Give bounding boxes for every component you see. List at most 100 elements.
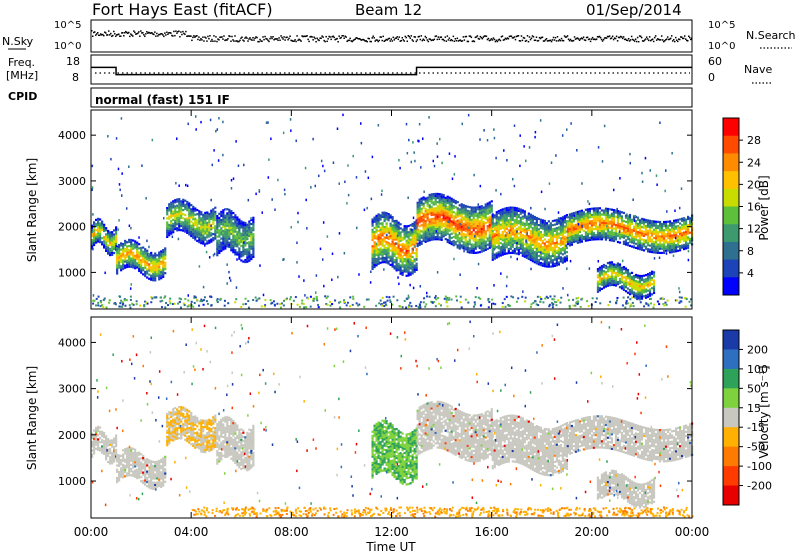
noise-point	[358, 37, 360, 40]
power-cell	[188, 231, 191, 234]
power-cell	[543, 246, 546, 249]
power-cell	[111, 251, 114, 254]
power-cell	[371, 251, 374, 254]
power-cell	[252, 253, 255, 256]
power-cell	[178, 228, 181, 232]
power-cell	[371, 234, 374, 238]
power-cell	[240, 232, 243, 235]
power-cell	[513, 231, 516, 234]
power-cell	[256, 298, 259, 301]
power-cell	[387, 260, 390, 263]
power-cell	[172, 224, 175, 228]
power-cell	[411, 243, 414, 246]
power-cell	[584, 208, 588, 211]
noise-point	[534, 39, 537, 42]
power-cell	[466, 211, 469, 214]
power-cell	[535, 245, 538, 248]
power-cell	[120, 242, 123, 245]
power-cell	[452, 200, 455, 204]
power-cell	[244, 244, 247, 247]
power-cell	[634, 224, 638, 227]
power-cell	[519, 235, 522, 238]
noise-point	[414, 36, 417, 38]
power-cell	[377, 240, 380, 243]
power-cell	[644, 282, 648, 285]
power-cell	[178, 222, 181, 225]
power-cell	[539, 222, 542, 225]
power-cell	[501, 222, 504, 225]
power-cell	[563, 243, 566, 247]
noise-point	[313, 36, 315, 38]
power-cell	[122, 249, 125, 252]
noise-point	[226, 39, 228, 41]
power-cell	[222, 223, 225, 226]
noise-point	[583, 39, 586, 41]
power-cell	[413, 260, 416, 263]
power-cell	[478, 230, 481, 233]
power-cell	[136, 247, 139, 250]
power-cell	[188, 220, 191, 224]
power-cell	[480, 221, 483, 224]
power-cell	[578, 222, 582, 225]
power-cell	[116, 262, 119, 265]
power-cell	[444, 221, 447, 224]
power-cell	[230, 210, 233, 213]
power-cell	[626, 225, 630, 228]
power-cell	[658, 243, 662, 246]
power-cell	[144, 258, 147, 261]
power-cell	[612, 237, 616, 241]
power-cell	[588, 210, 592, 213]
power-cell	[420, 236, 423, 239]
power-cell	[391, 228, 394, 231]
power-cell	[132, 264, 135, 267]
power-cell	[373, 261, 376, 265]
power-cell	[543, 250, 546, 253]
power-cell	[529, 234, 532, 237]
power-cell	[636, 226, 640, 230]
power-cell	[446, 197, 449, 200]
power-cell	[484, 209, 487, 212]
power-cell	[509, 208, 512, 211]
power-cell	[377, 235, 380, 239]
power-cell	[103, 246, 106, 249]
power-cell	[632, 237, 636, 241]
power-cell	[418, 210, 421, 214]
power-cell	[662, 249, 666, 252]
power-cell	[495, 217, 498, 220]
power-cell	[184, 207, 187, 211]
power-cell	[499, 209, 502, 212]
power-cell	[403, 251, 406, 255]
power-cell	[375, 225, 378, 228]
power-cell	[405, 245, 408, 249]
power-cell	[371, 218, 374, 221]
power-cell	[531, 223, 534, 226]
power-cell	[172, 226, 175, 230]
power-cell	[446, 218, 449, 221]
power-cell	[632, 274, 636, 278]
noise-point	[145, 33, 147, 35]
power-cell	[242, 231, 245, 234]
power-cell	[487, 299, 490, 302]
power-cell	[454, 228, 457, 231]
power-cell	[531, 235, 534, 238]
power-cell	[626, 235, 630, 239]
power-cell	[584, 214, 588, 218]
power-cell	[409, 242, 412, 245]
noise-point	[540, 36, 543, 39]
power-cell	[660, 243, 664, 246]
power-cell	[568, 223, 571, 226]
power-cell	[642, 249, 646, 252]
power-cell	[476, 239, 479, 242]
power-cell	[468, 228, 471, 231]
power-cell	[220, 221, 223, 224]
power-cell	[452, 219, 455, 222]
power-cell	[476, 214, 479, 217]
power-cell	[124, 256, 127, 259]
power-cell	[616, 264, 620, 267]
power-cell	[493, 228, 496, 231]
power-cell	[503, 242, 506, 245]
power-cell	[476, 220, 479, 223]
power-cell	[91, 226, 94, 229]
noise-tick-low-right: 10^0	[708, 41, 735, 52]
power-cell	[482, 235, 485, 238]
